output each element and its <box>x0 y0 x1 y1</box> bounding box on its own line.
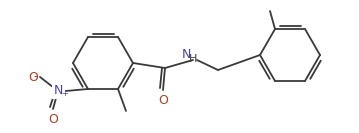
Text: O: O <box>48 113 58 126</box>
Text: O: O <box>28 71 38 84</box>
Text: N: N <box>53 84 63 97</box>
Text: +: + <box>61 89 68 98</box>
Text: O: O <box>158 94 168 107</box>
Text: -: - <box>33 70 38 84</box>
Text: H: H <box>189 54 197 64</box>
Text: N: N <box>181 49 191 61</box>
